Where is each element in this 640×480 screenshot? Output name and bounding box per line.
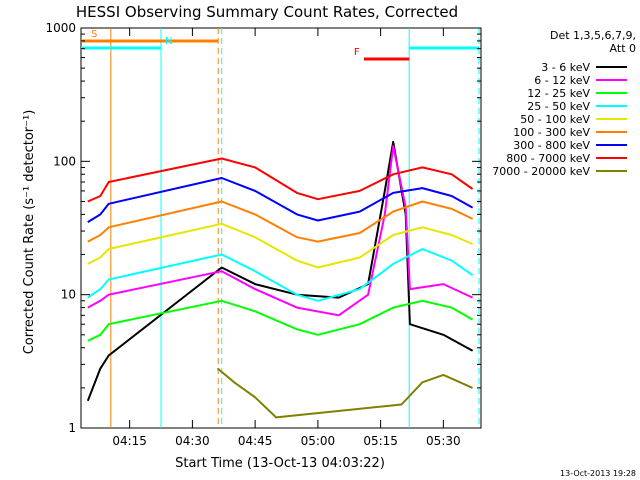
flags-layer: S N F (81, 29, 479, 61)
series-layer (86, 140, 474, 419)
legend-label: 25 - 50 keV (527, 100, 590, 113)
series-line (216, 367, 474, 419)
legend-title-line-1: Det 1,3,5,6,7,9, (550, 29, 636, 42)
series-line (87, 248, 474, 302)
legend-label: 7000 - 20000 keV (492, 165, 590, 178)
legend-label: 100 - 300 keV (513, 126, 590, 139)
axis-tick-labels-layer: 04:15 04:30 04:45 05:00 05:15 05:30 1 10 100 1000 (45, 21, 481, 448)
y-tick-label: 10 (61, 288, 76, 302)
legend-label: 50 - 100 keV (520, 113, 590, 126)
flag-label: S (91, 29, 97, 40)
series-line (87, 299, 474, 342)
x-tick-label: 05:30 (426, 434, 461, 448)
chart-title: HESSI Observing Summary Count Rates, Cor… (76, 3, 458, 21)
series-line (87, 145, 474, 317)
x-tick-label: 04:15 (112, 434, 147, 448)
legend-label: 12 - 25 keV (527, 87, 590, 100)
gap-lines-layer (110, 28, 480, 428)
x-tick-label: 05:15 (363, 434, 398, 448)
flag-label: N (165, 36, 172, 47)
plot-frame-layer (80, 27, 482, 429)
y-tick-label: 1000 (45, 21, 76, 35)
y-axis-label: Corrected Count Rate (s⁻¹ detector⁻¹) (22, 110, 37, 355)
x-tick-label: 04:45 (238, 434, 273, 448)
legend-label: 800 - 7000 keV (506, 152, 590, 165)
legend-label: 3 - 6 keV (541, 61, 590, 74)
flag-label: F (354, 47, 360, 58)
legend-label: 6 - 12 keV (534, 74, 590, 87)
series-line (87, 200, 474, 243)
series-line (87, 222, 473, 269)
y-tick-label: 100 (53, 154, 76, 168)
series-line (87, 177, 474, 223)
x-axis-label: Start Time (13-Oct-13 04:03:22) (175, 456, 385, 471)
plot-frame (80, 27, 482, 429)
x-tick-label: 05:00 (301, 434, 336, 448)
x-tick-label: 04:30 (175, 434, 210, 448)
footer-date: 13-Oct-2013 19:28 (560, 469, 636, 478)
y-tick-label: 1 (68, 421, 76, 435)
legend-title-line-2: Att 0 (610, 42, 636, 55)
legend-label: 300 - 800 keV (513, 139, 590, 152)
series-line (87, 157, 474, 203)
